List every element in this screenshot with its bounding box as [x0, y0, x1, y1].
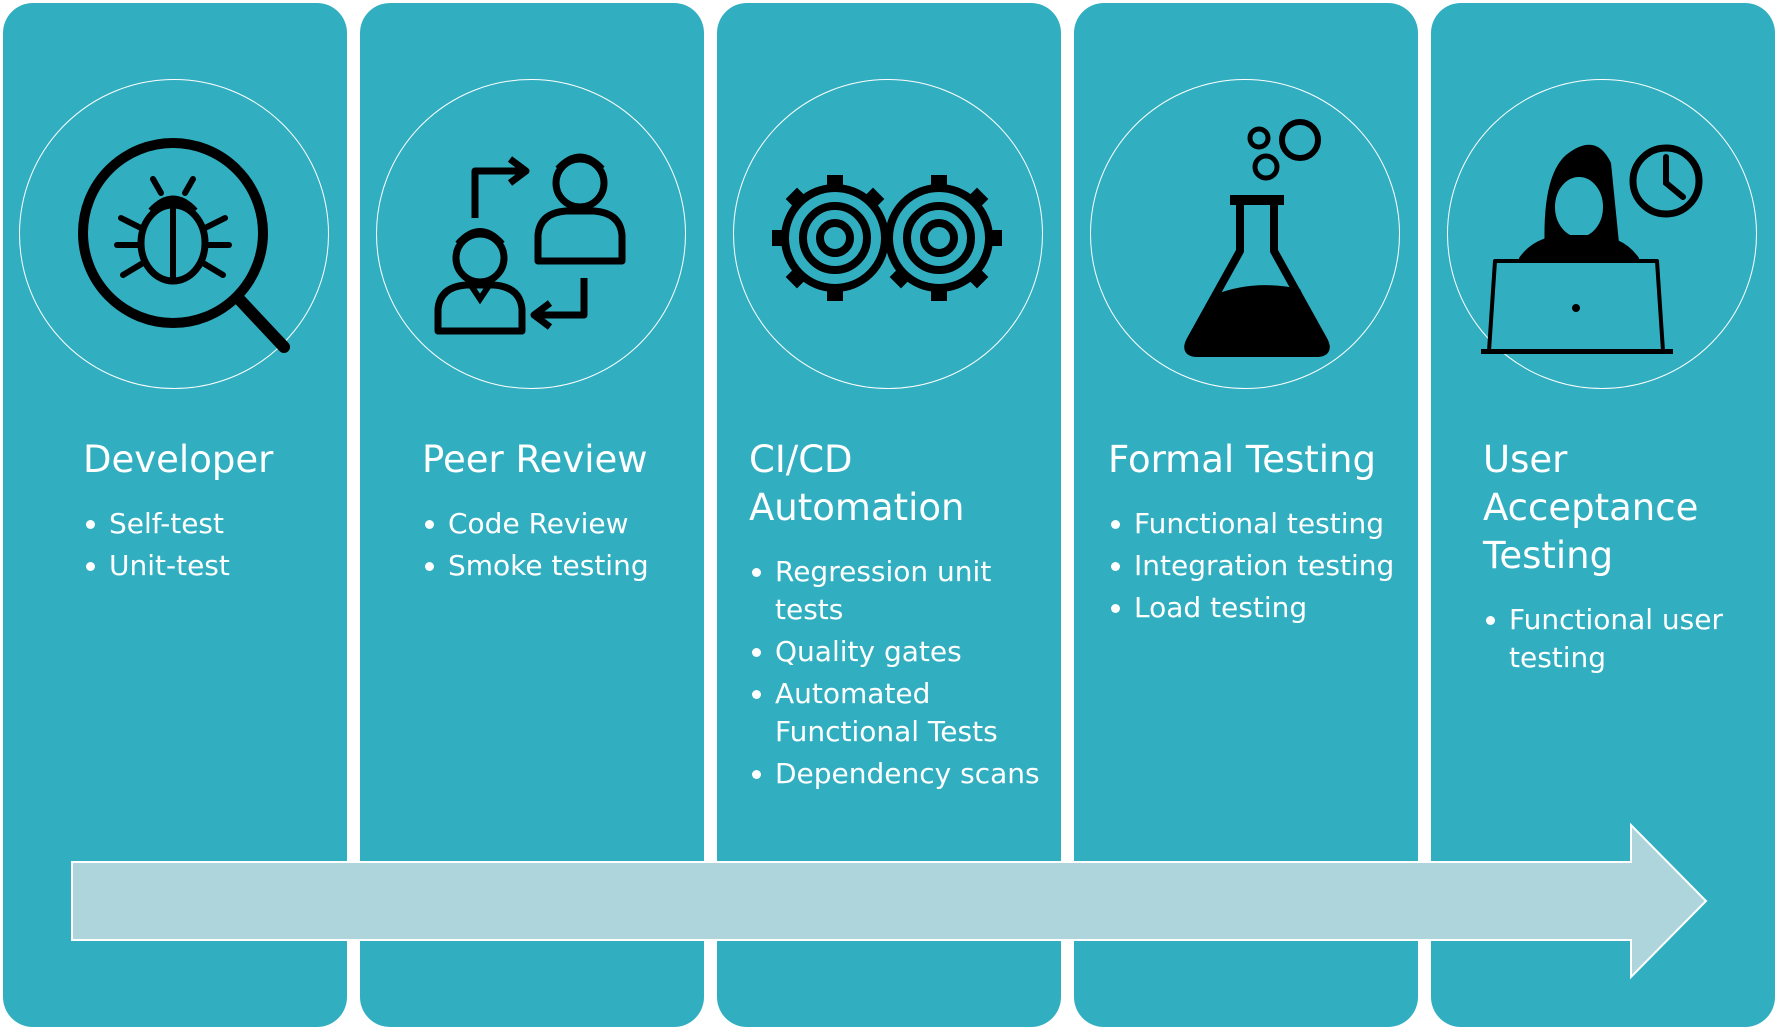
list-item: Functional testing: [1108, 505, 1408, 543]
icon-circle: [376, 79, 686, 389]
stage-user-acceptance-testing: User Acceptance Testing Functional user …: [1431, 3, 1775, 1027]
stage-title: Peer Review: [422, 438, 648, 481]
list-item: Smoke testing: [422, 547, 692, 585]
icon-circle: [1090, 79, 1400, 389]
user-laptop-clock-icon: [1481, 144, 1703, 354]
icon-circle: [19, 79, 329, 389]
stage-title: CI/CD Automation: [749, 438, 965, 529]
list-item: Automated Functional Tests: [749, 675, 1049, 751]
list-item: Unit-test: [83, 547, 333, 585]
bullet-list: Self-test Unit-test: [83, 505, 333, 589]
list-item: Regression unit tests: [749, 553, 1049, 629]
bullet-list: Functional user testing: [1483, 601, 1743, 681]
list-item: Self-test: [83, 505, 333, 543]
list-item: Load testing: [1108, 589, 1408, 627]
list-item: Quality gates: [749, 633, 1049, 671]
stage-title: Formal Testing: [1108, 438, 1376, 481]
icon-circle: [733, 79, 1043, 389]
list-item: Code Review: [422, 505, 692, 543]
bullet-list: Code Review Smoke testing: [422, 505, 692, 589]
bug-search-icon: [78, 138, 290, 353]
icon-circle: [1447, 79, 1757, 389]
bullet-list: Functional testing Integration testing L…: [1108, 505, 1408, 631]
flask-icon: [1184, 119, 1330, 357]
list-item: Dependency scans: [749, 755, 1049, 793]
stage-cicd-automation: CI/CD Automation Regression unit tests Q…: [717, 3, 1061, 1027]
list-item: Functional user testing: [1483, 601, 1743, 677]
stage-developer: Developer Self-test Unit-test: [3, 3, 347, 1027]
stage-title: Developer: [83, 438, 274, 481]
bullet-list: Regression unit tests Quality gates Auto…: [749, 553, 1049, 797]
stage-title: User Acceptance Testing: [1483, 438, 1699, 577]
stage-formal-testing: Formal Testing Functional testing Integr…: [1074, 3, 1418, 1027]
list-item: Integration testing: [1108, 547, 1408, 585]
stage-peer-review: Peer Review Code Review Smoke testing: [360, 3, 704, 1027]
peer-exchange-icon: [434, 153, 626, 335]
gears-icon: [772, 175, 1002, 301]
